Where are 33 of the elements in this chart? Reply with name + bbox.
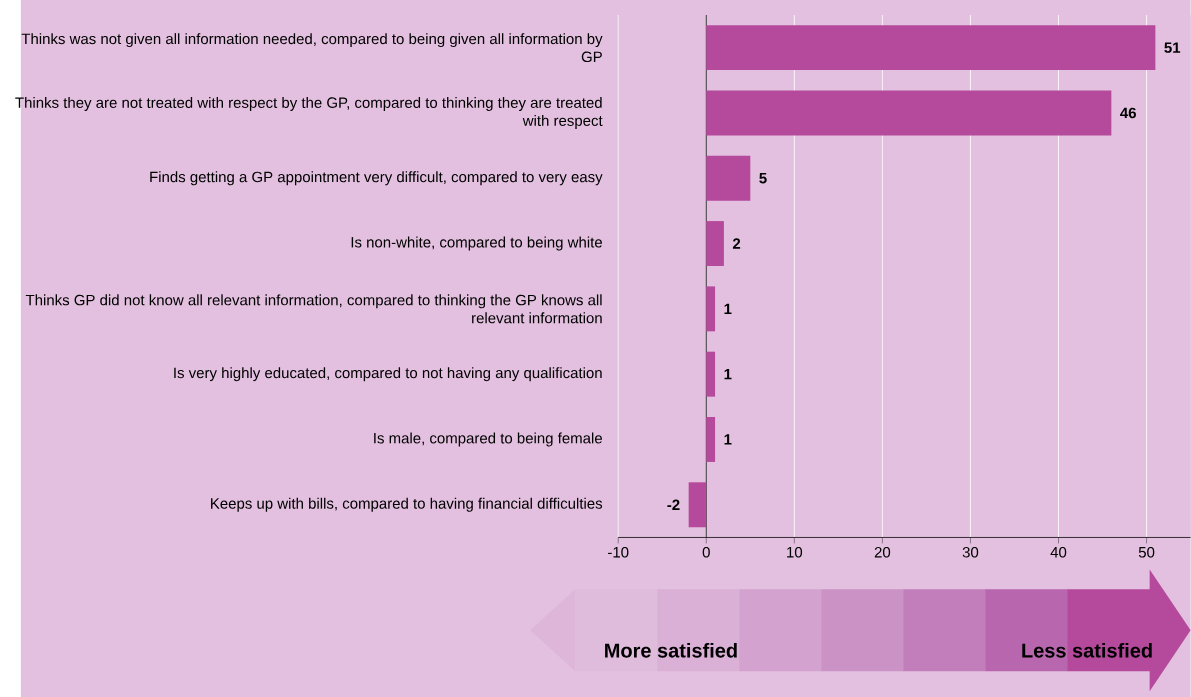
bar [706,25,1156,70]
y-tick-label: Thinks GP did not know all relevant information, compared to thinking the GP knows all relevant information [25,294,602,324]
y-tick-label: Keeps up with bills, compared to having financial difficulties [211,497,603,512]
bar [706,416,716,462]
x-tick-label: 0 [702,546,710,558]
x-tick-label: 40 [1050,546,1067,558]
data-label: 5 [759,172,767,184]
y-tick-label: Thinks was not given all information needed, compared to being given all information by GP [21,33,603,62]
x-tick-label: -10 [608,546,629,558]
y-tick-label: Thinks they are not treated with respect by the GP, compared to thinking they are treated with respect [15,96,603,129]
data-label: -2 [667,499,680,510]
data-label: 46 [1120,107,1136,119]
x-tick-label: 30 [962,546,979,558]
data-label: 2 [732,238,741,249]
bar [706,220,724,266]
bar [706,90,1112,136]
y-tick-label: Is non-white, compared to being white [351,236,602,251]
x-tick-label: 50 [1138,546,1155,558]
y-tick-label: Finds getting a GP appointment very difficult, compared to very easy [150,171,603,186]
data-label: 1 [724,303,732,314]
data-label: 1 [724,434,732,445]
x-tick-label: 10 [787,546,803,558]
y-tick-label: Is very highly educated, compared to not having any qualification [174,367,602,382]
bar [706,155,751,201]
x-tick-label: 20 [874,546,891,558]
bar [688,482,707,528]
text: Less satisfied [1022,642,1152,658]
bar [706,286,716,332]
y-tick-label: Is male, compared to being female [374,432,602,447]
data-label: 51 [1164,42,1181,53]
bar [706,351,716,397]
data-label: 1 [724,368,732,380]
text: More satisfied [605,642,737,658]
